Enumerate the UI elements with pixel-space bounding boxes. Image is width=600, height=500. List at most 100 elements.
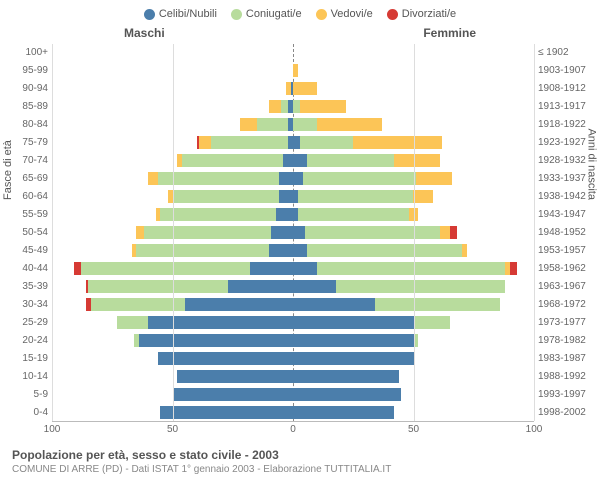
bar-segment [293, 226, 305, 239]
bar-segment [91, 298, 185, 311]
birth-label: 1983-1987 [538, 349, 598, 367]
bar-segment [293, 136, 300, 149]
legend-swatch [231, 9, 242, 20]
grid-line [173, 44, 174, 421]
grid-line [534, 44, 535, 421]
age-label: 75-79 [10, 134, 48, 152]
bar-segment [293, 100, 300, 113]
age-label: 20-24 [10, 331, 48, 349]
pyramid-row [52, 277, 534, 295]
bar-segment [257, 118, 288, 131]
legend-swatch [316, 9, 327, 20]
bar-segment [300, 100, 346, 113]
bar-segment [136, 226, 143, 239]
pyramid-row [52, 134, 534, 152]
bar-segment [336, 280, 505, 293]
bar-segment [160, 406, 293, 419]
bar-segment [510, 262, 517, 275]
bar-segment [88, 280, 228, 293]
pyramid-row [52, 80, 534, 98]
bar-segment [283, 154, 293, 167]
bar-segment [173, 190, 279, 203]
pyramid-row [52, 44, 534, 62]
bar-segment [317, 118, 382, 131]
bar-segment [74, 262, 81, 275]
col-right-title: Femmine [423, 26, 476, 40]
bar-segment [375, 298, 500, 311]
x-tick: 0 [290, 424, 296, 435]
x-tick: 100 [44, 424, 61, 435]
pyramid-row [52, 295, 534, 313]
bar-segment [293, 298, 375, 311]
pyramid-row [52, 62, 534, 80]
bar-segment [281, 100, 288, 113]
legend-label: Vedovi/e [331, 8, 373, 20]
bar-segment [293, 406, 394, 419]
bar-segment [269, 244, 293, 257]
bar-segment [307, 154, 394, 167]
pyramid-row [52, 259, 534, 277]
age-label: 60-64 [10, 188, 48, 206]
bar-segment [293, 82, 317, 95]
bar-segment [269, 100, 281, 113]
bar-segment [160, 208, 276, 221]
x-tick: 50 [167, 424, 178, 435]
chart-footer: Popolazione per età, sesso e stato civil… [12, 448, 596, 475]
bar-segment [293, 172, 303, 185]
bar-segment [298, 208, 409, 221]
bar-segment [211, 136, 288, 149]
bar-segment [144, 226, 272, 239]
bar-segment [173, 388, 294, 401]
age-label: 65-69 [10, 170, 48, 188]
pyramid-row [52, 367, 534, 385]
legend: Celibi/NubiliConiugati/eVedovi/eDivorzia… [4, 8, 596, 20]
bar-segment [305, 226, 440, 239]
bar-segment [293, 316, 414, 329]
y-axis-left: 100+95-9990-9485-8980-8475-7970-7465-696… [10, 44, 48, 421]
pyramid-row [52, 188, 534, 206]
bar-segment [250, 262, 293, 275]
bar-segment [117, 316, 148, 329]
legend-item: Vedovi/e [316, 8, 373, 20]
x-axis: 10050050100 [52, 424, 534, 438]
bar-segment [158, 172, 279, 185]
bar-rows [52, 44, 534, 421]
bar-segment [440, 226, 450, 239]
bar-segment [413, 190, 432, 203]
age-label: 100+ [10, 44, 48, 62]
bar-segment [293, 244, 307, 257]
bar-segment [293, 118, 317, 131]
age-label: 40-44 [10, 259, 48, 277]
age-label: 70-74 [10, 152, 48, 170]
bar-segment [228, 280, 293, 293]
legend-swatch [387, 9, 398, 20]
age-label: 90-94 [10, 80, 48, 98]
bar-segment [303, 172, 416, 185]
pyramid-row [52, 385, 534, 403]
bar-segment [240, 118, 257, 131]
footer-subtitle: COMUNE DI ARRE (PD) - Dati ISTAT 1° genn… [12, 464, 596, 475]
birth-label: 1968-1972 [538, 295, 598, 313]
birth-label: 1903-1907 [538, 62, 598, 80]
age-label: 55-59 [10, 206, 48, 224]
bar-segment [298, 190, 414, 203]
birth-label: 1988-1992 [538, 367, 598, 385]
bar-segment [416, 172, 452, 185]
bar-segment [394, 154, 440, 167]
age-label: 0-4 [10, 403, 48, 421]
bar-segment [136, 244, 269, 257]
pyramid-row [52, 116, 534, 134]
bar-segment [293, 280, 336, 293]
grid-line [414, 44, 415, 421]
pyramid-row [52, 331, 534, 349]
population-pyramid-chart: Celibi/NubiliConiugati/eVedovi/eDivorzia… [0, 0, 600, 500]
bar-segment [293, 262, 317, 275]
bar-segment [182, 154, 283, 167]
pyramid-row [52, 98, 534, 116]
age-label: 35-39 [10, 277, 48, 295]
birth-label: 1953-1957 [538, 241, 598, 259]
bar-segment [276, 208, 293, 221]
bar-segment [293, 64, 298, 77]
bar-segment [307, 244, 461, 257]
bar-segment [271, 226, 293, 239]
